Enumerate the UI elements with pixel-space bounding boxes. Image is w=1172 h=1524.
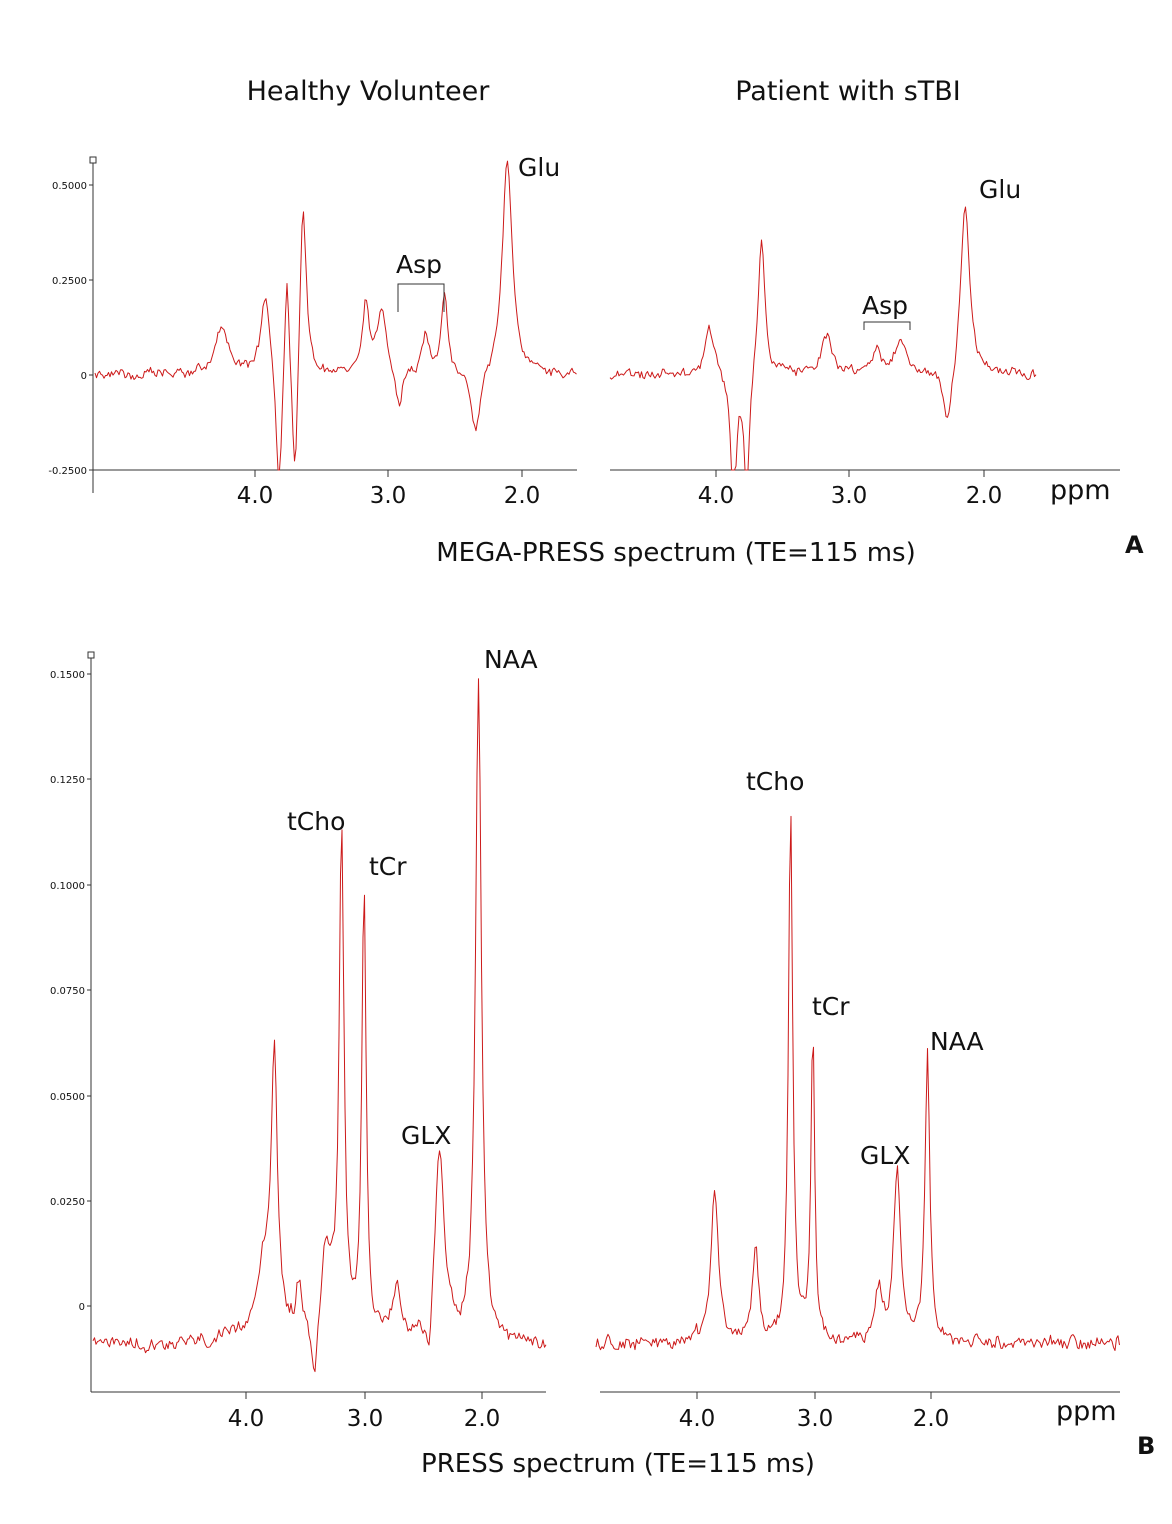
caption-a: MEGA-PRESS spectrum (TE=115 ms) [436,538,916,568]
spectrum-b-patient [595,815,1120,1351]
y-tick-label: 0.2500 [52,276,87,287]
peak-label-tcho-patient: tCho [746,767,804,796]
x-ticks-b: 4.0 3.0 2.0 4.0 3.0 2.0 [228,1392,950,1432]
title-patient: Patient with sTBI [735,76,961,107]
peak-label-naa-patient: NAA [930,1027,984,1056]
y-ticks-a: 0.5000 0.2500 0 -0.2500 [48,181,93,477]
spectrum-a-patient [609,206,1037,471]
x-tick-label: 4.0 [698,483,735,509]
panel-letter-b: B [1137,1432,1155,1460]
y-tick-label: 0 [79,1302,85,1313]
axis-marker-b [87,651,95,659]
x-tick-label: 3.0 [831,483,868,509]
peak-label-tcr-healthy: tCr [369,852,407,881]
peak-label-glx-patient: GLX [860,1141,910,1170]
peak-label-glu-healthy: Glu [518,153,560,182]
panel-letter-a: A [1125,531,1144,559]
peak-label-asp-patient: Asp [862,291,908,320]
y-tick-label: 0.5000 [52,181,87,192]
x-tick-label: 3.0 [370,483,407,509]
y-tick-label: 0 [81,371,87,382]
asp-bracket-patient [863,321,911,330]
x-tick-label: 4.0 [237,483,274,509]
peak-label-asp-healthy: Asp [396,250,442,279]
y-tick-label: 0.1500 [50,670,85,681]
y-tick-label: 0.0250 [50,1197,85,1208]
y-tick-label: 0.0750 [50,986,85,997]
asp-bracket-healthy [397,283,445,312]
x-ticks-a: 4.0 3.0 2.0 4.0 3.0 2.0 [237,470,1003,509]
x-tick-label: 4.0 [228,1406,265,1432]
x-tick-label: 3.0 [797,1406,834,1432]
peak-label-tcr-patient: tCr [812,992,850,1021]
y-tick-label: 0.0500 [50,1092,85,1103]
x-tick-label: 4.0 [679,1406,716,1432]
peak-label-naa-healthy: NAA [484,645,538,674]
peak-label-glu-patient: Glu [979,175,1021,204]
y-ticks-b: 0.1500 0.1250 0.1000 0.0750 0.0500 0.0250 0 [50,670,91,1313]
x-tick-label: 2.0 [913,1406,950,1432]
y-tick-label: 0.1250 [50,775,85,786]
panel-b: 0.1500 0.1250 0.1000 0.0750 0.0500 0.0250 0 4.… [50,645,1155,1479]
spectrum-b-healthy [92,678,547,1373]
axis-marker-a [89,156,97,164]
x-tick-label: 2.0 [464,1406,501,1432]
y-tick-label: -0.2500 [48,466,87,477]
x-tick-label: 2.0 [504,483,541,509]
ppm-label-b: ppm [1056,1396,1117,1427]
y-tick-label: 0.1000 [50,881,85,892]
spectrum-a-healthy [94,160,577,471]
caption-b: PRESS spectrum (TE=115 ms) [421,1449,815,1479]
x-tick-label: 2.0 [966,483,1003,509]
peak-label-glx-healthy: GLX [401,1121,451,1150]
x-tick-label: 3.0 [347,1406,384,1432]
title-healthy: Healthy Volunteer [247,76,491,107]
ppm-label-a: ppm [1050,475,1111,506]
peak-label-tcho-healthy: tCho [287,807,345,836]
